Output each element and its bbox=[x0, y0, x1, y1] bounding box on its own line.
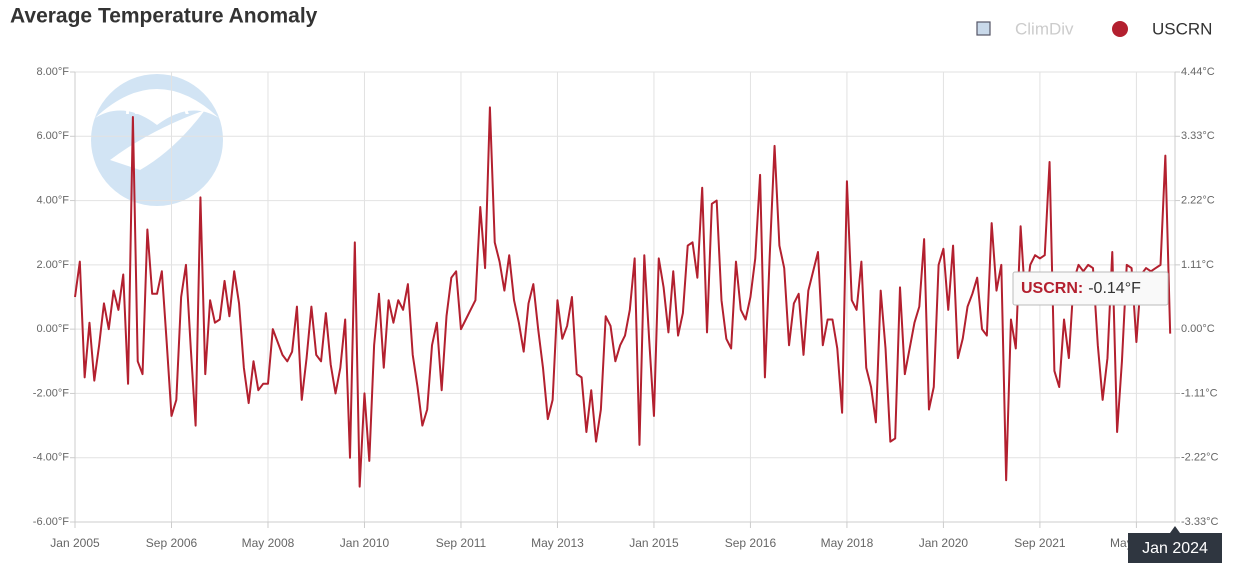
x-tick-label: Sep 2016 bbox=[725, 536, 777, 550]
legend-label: USCRN bbox=[1152, 19, 1212, 38]
y2-tick-label: 4.44°C bbox=[1181, 66, 1215, 78]
tooltip-series: USCRN: bbox=[1021, 280, 1083, 297]
legend-swatch bbox=[976, 21, 991, 36]
crosshair-pointer bbox=[1170, 526, 1180, 533]
x-tick-label: Jan 2020 bbox=[919, 536, 969, 550]
crosshair-box bbox=[1128, 533, 1222, 563]
tooltip-value: -0.14°F bbox=[1088, 280, 1141, 297]
legend: ClimDiv USCRN bbox=[976, 19, 1212, 38]
y2-tick-label: 2.22°C bbox=[1181, 194, 1215, 206]
x-tick-label: Sep 2021 bbox=[1014, 536, 1066, 550]
y2-tick-label: -1.11°C bbox=[1181, 387, 1218, 399]
y2-tick-label: -2.22°C bbox=[1181, 452, 1218, 464]
noaa-logo: NOAA bbox=[91, 74, 223, 206]
y2-tick-label: 0.00°C bbox=[1181, 323, 1215, 335]
x-tick-label: Sep 2011 bbox=[436, 536, 487, 550]
x-tick-label: May 2008 bbox=[242, 536, 295, 550]
y2-tick-label: 3.33°C bbox=[1181, 130, 1215, 142]
y-tick-label: 6.00°F bbox=[36, 130, 69, 142]
y2-tick-label: 1.11°C bbox=[1181, 259, 1214, 271]
x-tick-label: May 2018 bbox=[821, 536, 874, 550]
y-tick-label: 2.00°F bbox=[36, 259, 69, 271]
x-tick-label: Jan 2010 bbox=[340, 536, 390, 550]
crosshair-label: Jan 2024 bbox=[1142, 540, 1208, 557]
legend-label: ClimDiv bbox=[1015, 19, 1074, 38]
y-tick-label: -2.00°F bbox=[33, 387, 69, 399]
x-tick-label: Jan 2005 bbox=[50, 536, 100, 550]
series-line bbox=[74, 106, 1172, 488]
chart-title: Average Temperature Anomaly bbox=[10, 5, 318, 28]
y-tick-label: 4.00°F bbox=[36, 194, 69, 206]
y-tick-label: 0.00°F bbox=[36, 323, 69, 335]
legend-swatch bbox=[1112, 21, 1128, 37]
x-tick-label: Jan 2015 bbox=[629, 536, 679, 550]
x-tick-label: May 2013 bbox=[531, 536, 584, 550]
y2-tick-label: -3.33°C bbox=[1181, 516, 1218, 528]
y-tick-label: -4.00°F bbox=[33, 452, 69, 464]
x-tick-label: Sep 2006 bbox=[146, 536, 198, 550]
logo-text: NOAA bbox=[125, 94, 190, 119]
y-tick-label: -6.00°F bbox=[33, 516, 69, 528]
tooltip-box bbox=[1012, 271, 1169, 306]
tooltip-text: USCRN: -0.14°F bbox=[1021, 280, 1141, 297]
y-tick-label: 8.00°F bbox=[36, 66, 69, 78]
